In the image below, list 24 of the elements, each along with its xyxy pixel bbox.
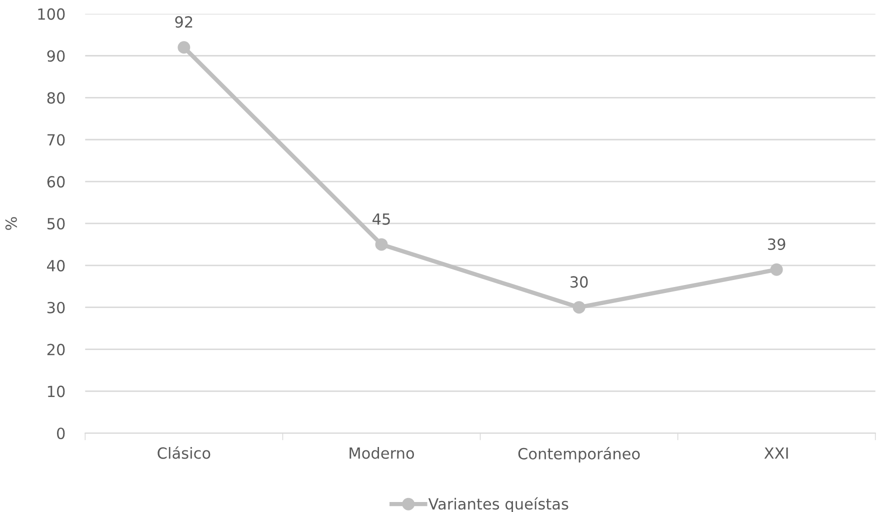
y-tick-label: 80 bbox=[47, 92, 65, 104]
x-tick-label: XXI bbox=[764, 448, 788, 459]
y-tick-label: 100 bbox=[38, 8, 65, 20]
data-label: 92 bbox=[175, 16, 192, 28]
x-tick-label: Moderno bbox=[350, 447, 414, 459]
x-tick-label: Clásico bbox=[158, 446, 210, 459]
point bbox=[770, 263, 783, 276]
y-tick-label: 10 bbox=[48, 386, 65, 398]
y-tick-label: 70 bbox=[48, 134, 65, 146]
data-label: 39 bbox=[768, 238, 786, 250]
point bbox=[375, 238, 388, 251]
data-label: 30 bbox=[570, 276, 588, 288]
y-tick-label: 90 bbox=[47, 50, 65, 62]
data-label: 45 bbox=[372, 213, 390, 225]
y-tick-label: 50 bbox=[47, 218, 65, 230]
y-tick-label: 20 bbox=[47, 344, 65, 356]
x-tick-label: Contemporáneo bbox=[518, 447, 640, 462]
point bbox=[178, 41, 190, 54]
y-tick-label: 0 bbox=[57, 428, 65, 440]
y-axis-title: % bbox=[5, 217, 17, 230]
y-tick-label: 40 bbox=[47, 260, 65, 272]
y-tick-label: 30 bbox=[47, 302, 65, 314]
y-tick-label: 60 bbox=[47, 176, 65, 188]
point bbox=[572, 301, 586, 314]
